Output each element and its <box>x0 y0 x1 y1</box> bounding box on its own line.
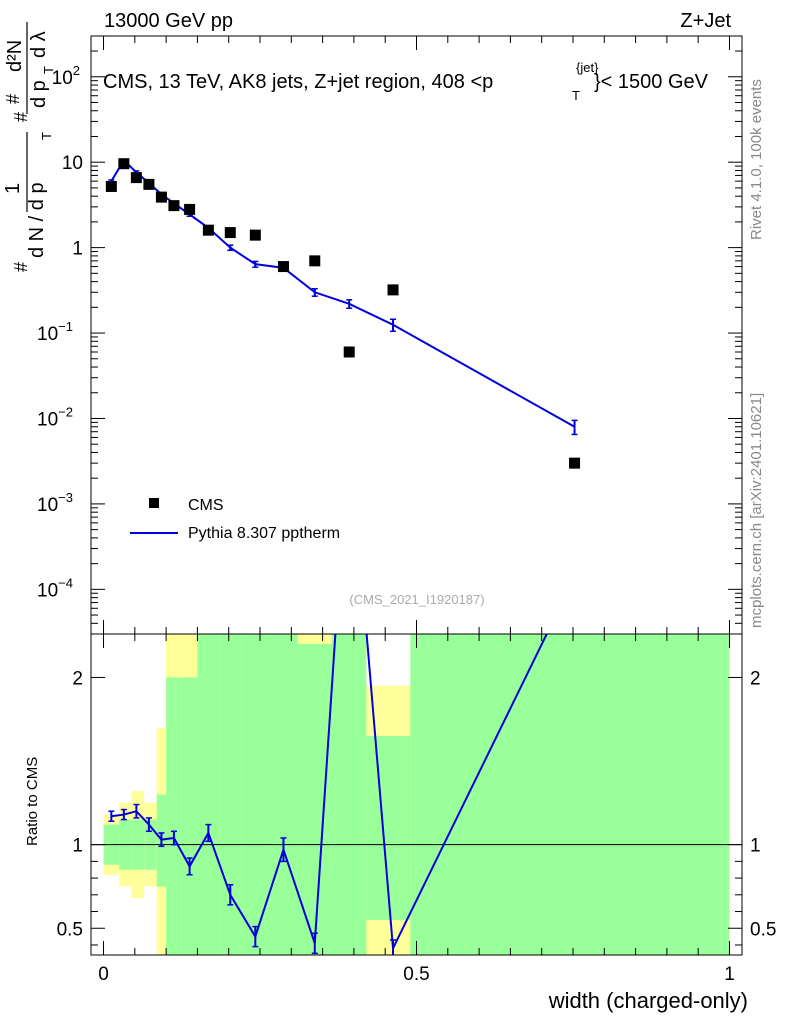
ratio-y-tick-label: 1 <box>72 836 83 857</box>
uncertainty-band-green <box>241 634 270 955</box>
cms-data-point <box>387 284 399 296</box>
y-tick-label: 10−4 <box>37 575 73 601</box>
cms-data-point <box>155 191 167 203</box>
x-tick-label: 1 <box>724 964 735 985</box>
ylabel-d2N: d²N <box>4 40 26 72</box>
main-ylabel: # 1 d N / d p T # # d²N d p T d λ <box>2 22 56 272</box>
ylabel-hash-2: # <box>11 112 31 122</box>
uncertainty-band-green <box>297 634 332 955</box>
legend: CMS Pythia 8.307 pptherm <box>130 497 340 542</box>
ratio-panel: 0.5 0.5 1 1 2 2 0 0.5 1 Ratio to CMS width (char… <box>24 633 776 1013</box>
svg-text:CMS, 13 TeV, AK8 jets, Z+jet r: CMS, 13 TeV, AK8 jets, Z+jet region, 408… <box>103 71 493 93</box>
y-tick-label: 10−1 <box>37 319 73 345</box>
title-prefix: CMS, 13 TeV, AK8 jets, Z+jet region, 408… <box>103 71 493 93</box>
ylabel-hash-3: # <box>3 94 23 104</box>
title-sup: {jet} <box>576 60 599 75</box>
y-tick-label: 10−3 <box>37 490 73 516</box>
legend-cms-label: CMS <box>188 497 224 514</box>
uncertainty-band-yellow <box>297 634 332 645</box>
ylabel-one: 1 <box>2 183 24 194</box>
ratio-ylabel: Ratio to CMS <box>24 757 41 846</box>
uncertainty-band-green <box>410 634 730 955</box>
legend-cms-marker <box>149 498 159 508</box>
ratio-xlabel: width (charged-only) <box>548 988 748 1013</box>
legend-pythia-label: Pythia 8.307 pptherm <box>188 525 340 542</box>
cms-data-point <box>569 457 581 469</box>
cms-data-point <box>309 255 321 267</box>
cms-data-point <box>105 180 117 192</box>
cms-data-point <box>130 172 142 184</box>
uncertainty-band-yellow <box>366 919 411 955</box>
mcplots-label: mcplots.cern.ch [arXiv:2401.10621] <box>748 393 765 628</box>
ratio-series-group <box>108 634 548 955</box>
rivet-version-label: Rivet 4.1.0, 100k events <box>748 79 765 240</box>
header-right: Z+Jet <box>680 10 731 32</box>
ylabel-dp: d p <box>28 80 50 108</box>
y-tick-label: 10 <box>62 153 83 174</box>
cms-data-point <box>143 178 155 190</box>
ylabel-T-1: T <box>39 132 54 140</box>
ratio-y-tick-label-right: 1 <box>750 836 761 857</box>
uncertainty-band-green <box>269 634 298 955</box>
cms-data-point <box>118 158 130 170</box>
y-tick-label: 1 <box>72 239 83 260</box>
cms-data-point <box>343 346 355 358</box>
header-left: 13000 GeV pp <box>104 10 233 32</box>
y-tick-label: 10−2 <box>37 404 73 430</box>
ylabel-dlambda: d λ <box>28 31 50 58</box>
cms-data-point <box>249 229 261 241</box>
main-frame <box>90 35 743 635</box>
title-suffix: }< 1500 GeV <box>594 71 709 93</box>
mc-line <box>110 158 576 428</box>
uncertainty-band-green <box>197 634 220 955</box>
x-tick-label: 0 <box>98 964 109 985</box>
ratio-y-tick-label-right: 0.5 <box>750 919 776 940</box>
title-sub: T <box>572 88 580 103</box>
uncertainty-band-green <box>331 634 367 955</box>
uncertainty-band-green <box>181 634 198 955</box>
ylabel-T-2: T <box>41 66 56 74</box>
band-gap <box>366 634 411 686</box>
ratio-y-tick-label: 0.5 <box>57 919 83 940</box>
analysis-watermark: (CMS_2021_I1920187) <box>349 592 484 607</box>
uncertainty-band-green <box>166 634 182 955</box>
x-tick-label: 0.5 <box>403 964 429 985</box>
ratio-frame <box>90 633 743 956</box>
ratio-y-tick-label-right: 2 <box>750 668 761 689</box>
cms-data-point <box>224 227 236 239</box>
main-title: CMS, 13 TeV, AK8 jets, Z+jet region, 408… <box>103 60 709 103</box>
cms-data-point <box>184 203 196 215</box>
ylabel-hash-1: # <box>11 262 31 272</box>
cms-data-point <box>202 224 214 236</box>
uncertainty-band-green <box>219 634 242 955</box>
ratio-y-tick-label: 2 <box>72 668 83 689</box>
ylabel-dN-dpT: d N / d p <box>26 182 48 258</box>
cms-data-point <box>168 200 180 212</box>
cms-data-point <box>277 261 289 273</box>
uncertainty-band-yellow <box>166 634 198 678</box>
